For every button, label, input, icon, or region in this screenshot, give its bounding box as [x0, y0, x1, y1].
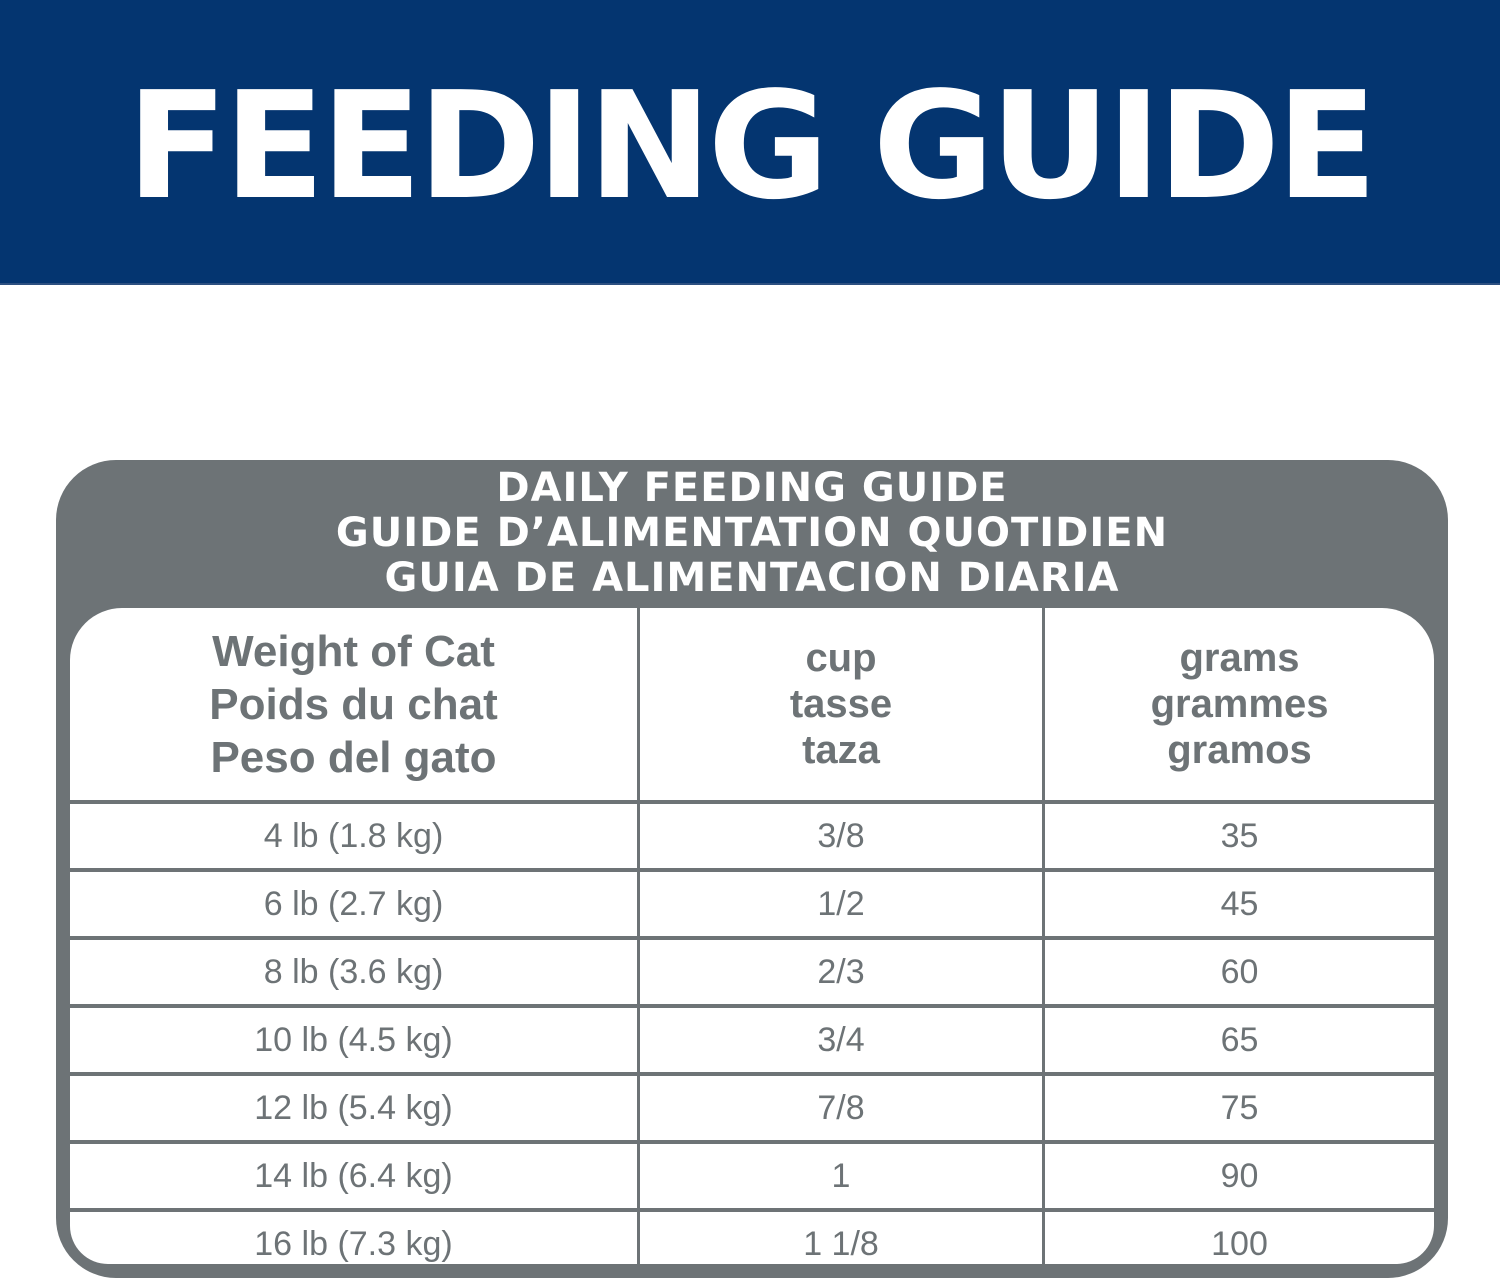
- cup-cell: 1/2: [637, 868, 1044, 938]
- table-row: 4 lb (1.8 kg) 3/8 35: [70, 802, 1434, 870]
- weight-cell: 14 lb (6.4 kg): [70, 1140, 639, 1210]
- grams-cell: 65: [1042, 1004, 1434, 1074]
- weight-cell: 10 lb (4.5 kg): [70, 1004, 639, 1074]
- daily-feeding-guide-card: DAILY FEEDING GUIDE GUIDE D’ALIMENTATION…: [56, 460, 1448, 1278]
- weight-cell: 8 lb (3.6 kg): [70, 936, 639, 1006]
- table-row: 6 lb (2.7 kg) 1/2 45: [70, 868, 1434, 938]
- cup-cell: 1 1/8: [637, 1208, 1044, 1264]
- cup-cell: 1: [637, 1140, 1044, 1210]
- weight-cell: 16 lb (7.3 kg): [70, 1208, 639, 1264]
- grams-cell: 100: [1042, 1208, 1434, 1264]
- cup-cell: 2/3: [637, 936, 1044, 1006]
- grams-cell: 45: [1042, 868, 1434, 938]
- heading-spanish: GUIA DE ALIMENTACION DIARIA: [384, 555, 1120, 601]
- table-row: 12 lb (5.4 kg) 7/8 75: [70, 1072, 1434, 1142]
- weight-cell: 6 lb (2.7 kg): [70, 868, 639, 938]
- cup-cell: 3/4: [637, 1004, 1044, 1074]
- table-row: 16 lb (7.3 kg) 1 1/8 100: [70, 1208, 1434, 1264]
- weight-cell: 12 lb (5.4 kg): [70, 1072, 639, 1142]
- column-header-weight: Weight of Cat Poids du chat Peso del gat…: [70, 608, 639, 804]
- cup-cell: 3/8: [637, 802, 1044, 870]
- cup-cell: 7/8: [637, 1072, 1044, 1142]
- feeding-table-container: Weight of Cat Poids du chat Peso del gat…: [70, 608, 1434, 1264]
- heading-english: DAILY FEEDING GUIDE: [496, 465, 1008, 511]
- column-header-grams: grams grammes gramos: [1042, 608, 1434, 804]
- weight-cell: 4 lb (1.8 kg): [263, 816, 444, 855]
- grams-cell: 75: [1042, 1072, 1434, 1142]
- grams-cell: 35: [1042, 802, 1434, 870]
- title-banner: FEEDING GUIDE: [0, 0, 1500, 285]
- grams-cell: 60: [1042, 936, 1434, 1006]
- table-row: 14 lb (6.4 kg) 1 90: [70, 1140, 1434, 1210]
- grams-cell: 90: [1042, 1140, 1434, 1210]
- column-header-cup: cup tasse taza: [637, 608, 1044, 804]
- feeding-table: Weight of Cat Poids du chat Peso del gat…: [70, 608, 1434, 1264]
- table-header-row: Weight of Cat Poids du chat Peso del gat…: [70, 608, 1434, 804]
- card-heading: DAILY FEEDING GUIDE GUIDE D’ALIMENTATION…: [56, 466, 1448, 601]
- heading-french: GUIDE D’ALIMENTATION QUOTIDIEN: [335, 510, 1169, 556]
- page-title: FEEDING GUIDE: [126, 60, 1378, 232]
- table-row: 10 lb (4.5 kg) 3/4 65: [70, 1004, 1434, 1074]
- table-row: 8 lb (3.6 kg) 2/3 60: [70, 936, 1434, 1006]
